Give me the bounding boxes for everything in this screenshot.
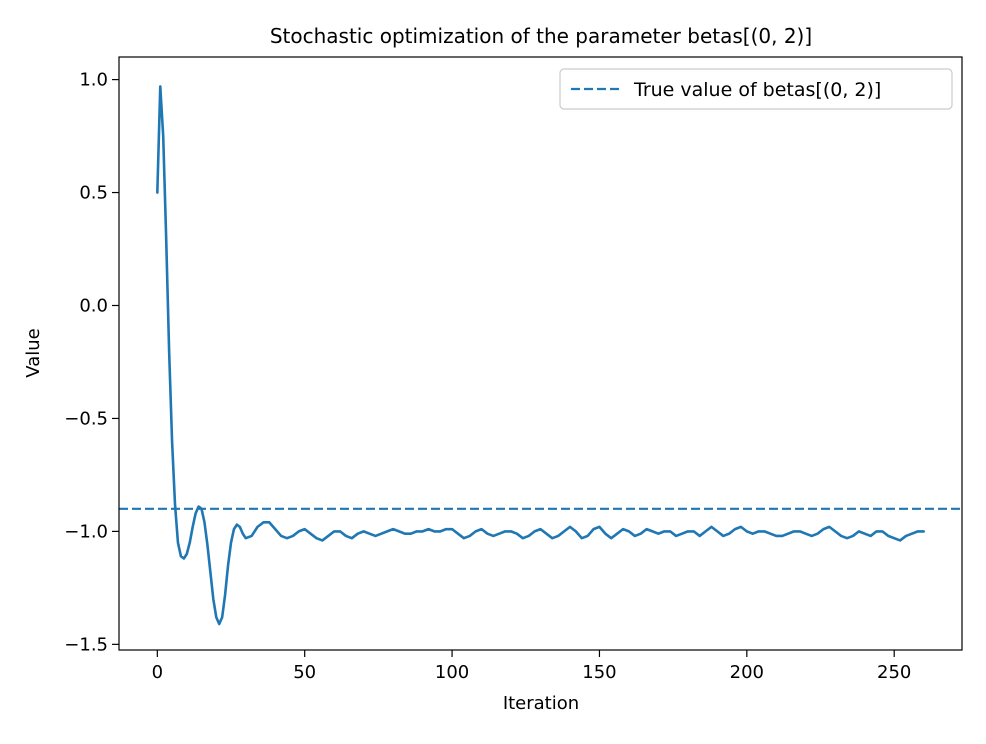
estimate-series-line xyxy=(156,85,925,626)
axes-frame xyxy=(118,56,963,651)
legend-box xyxy=(559,68,953,110)
x-tick-label: 150 xyxy=(582,662,616,683)
axes-background xyxy=(119,57,962,650)
legend: True value of betas[(0, 2)] xyxy=(559,68,953,110)
y-tick-label: 0.0 xyxy=(79,295,108,316)
x-tick-label: 0 xyxy=(152,662,163,683)
plot-area: 0 50 100 150 200 250 −1.5 −1.0 −0.5 0.0 0.5 1.0 xyxy=(64,56,963,683)
y-axis-label: Value xyxy=(23,328,44,377)
x-tick-label: 50 xyxy=(293,662,316,683)
x-tick-label: 250 xyxy=(877,662,911,683)
y-tick-label: −1.0 xyxy=(64,521,108,542)
x-axis-label: Iteration xyxy=(503,693,579,714)
legend-label: True value of betas[(0, 2)] xyxy=(633,79,881,101)
chart-title: Stochastic optimization of the parameter… xyxy=(270,24,812,48)
x-tick-label: 100 xyxy=(435,662,469,683)
y-tick-label: 1.0 xyxy=(79,70,108,91)
y-tick-label: 0.5 xyxy=(79,183,108,204)
x-tick-label: 200 xyxy=(730,662,764,683)
y-axis: −1.5 −1.0 −0.5 0.0 0.5 1.0 xyxy=(64,70,119,655)
x-axis: 0 50 100 150 200 250 xyxy=(152,650,911,683)
y-tick-label: −1.5 xyxy=(64,634,108,655)
y-tick-label: −0.5 xyxy=(64,408,108,429)
